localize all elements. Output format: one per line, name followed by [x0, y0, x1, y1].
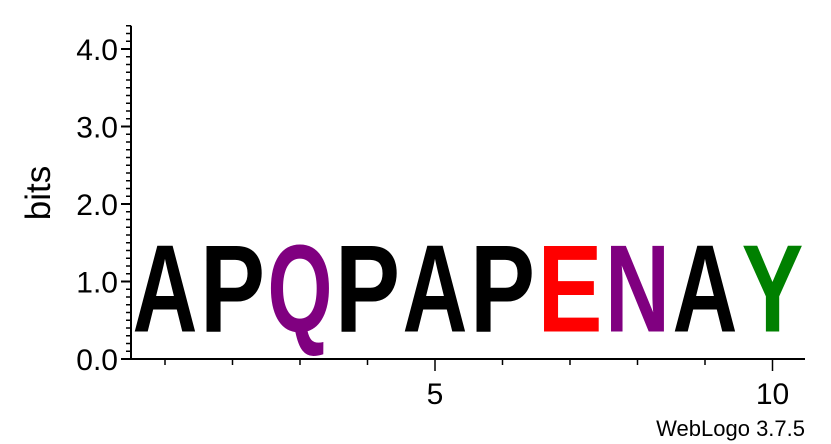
y-tick-label: 2.0: [76, 189, 118, 222]
logo-letter: A: [673, 220, 738, 359]
weblogo-version: WebLogo 3.7.5: [656, 416, 805, 441]
x-tick-label: 10: [756, 378, 789, 411]
logo-letter: Q: [268, 220, 333, 359]
logo-letter: A: [403, 220, 468, 359]
y-axis: 0.0 1.0 2.0 3.0 4.0: [76, 25, 132, 377]
logo-letter: Y: [742, 220, 804, 358]
x-axis: 5 10: [131, 358, 805, 411]
y-tick-label: 3.0: [76, 112, 118, 145]
y-tick-label: 0.0: [76, 344, 118, 377]
y-axis-label: bits: [19, 166, 58, 220]
logo-letter: P: [200, 219, 265, 358]
logo-letter: E: [538, 219, 603, 358]
y-tick-label: 1.0: [76, 267, 118, 300]
logo-letter: P: [335, 219, 400, 358]
x-tick-label: 5: [427, 378, 444, 411]
y-tick-label: 4.0: [76, 34, 118, 67]
logo-letter: P: [470, 219, 535, 358]
logo-letter: N: [605, 220, 670, 359]
logo-letter: A: [133, 220, 198, 359]
